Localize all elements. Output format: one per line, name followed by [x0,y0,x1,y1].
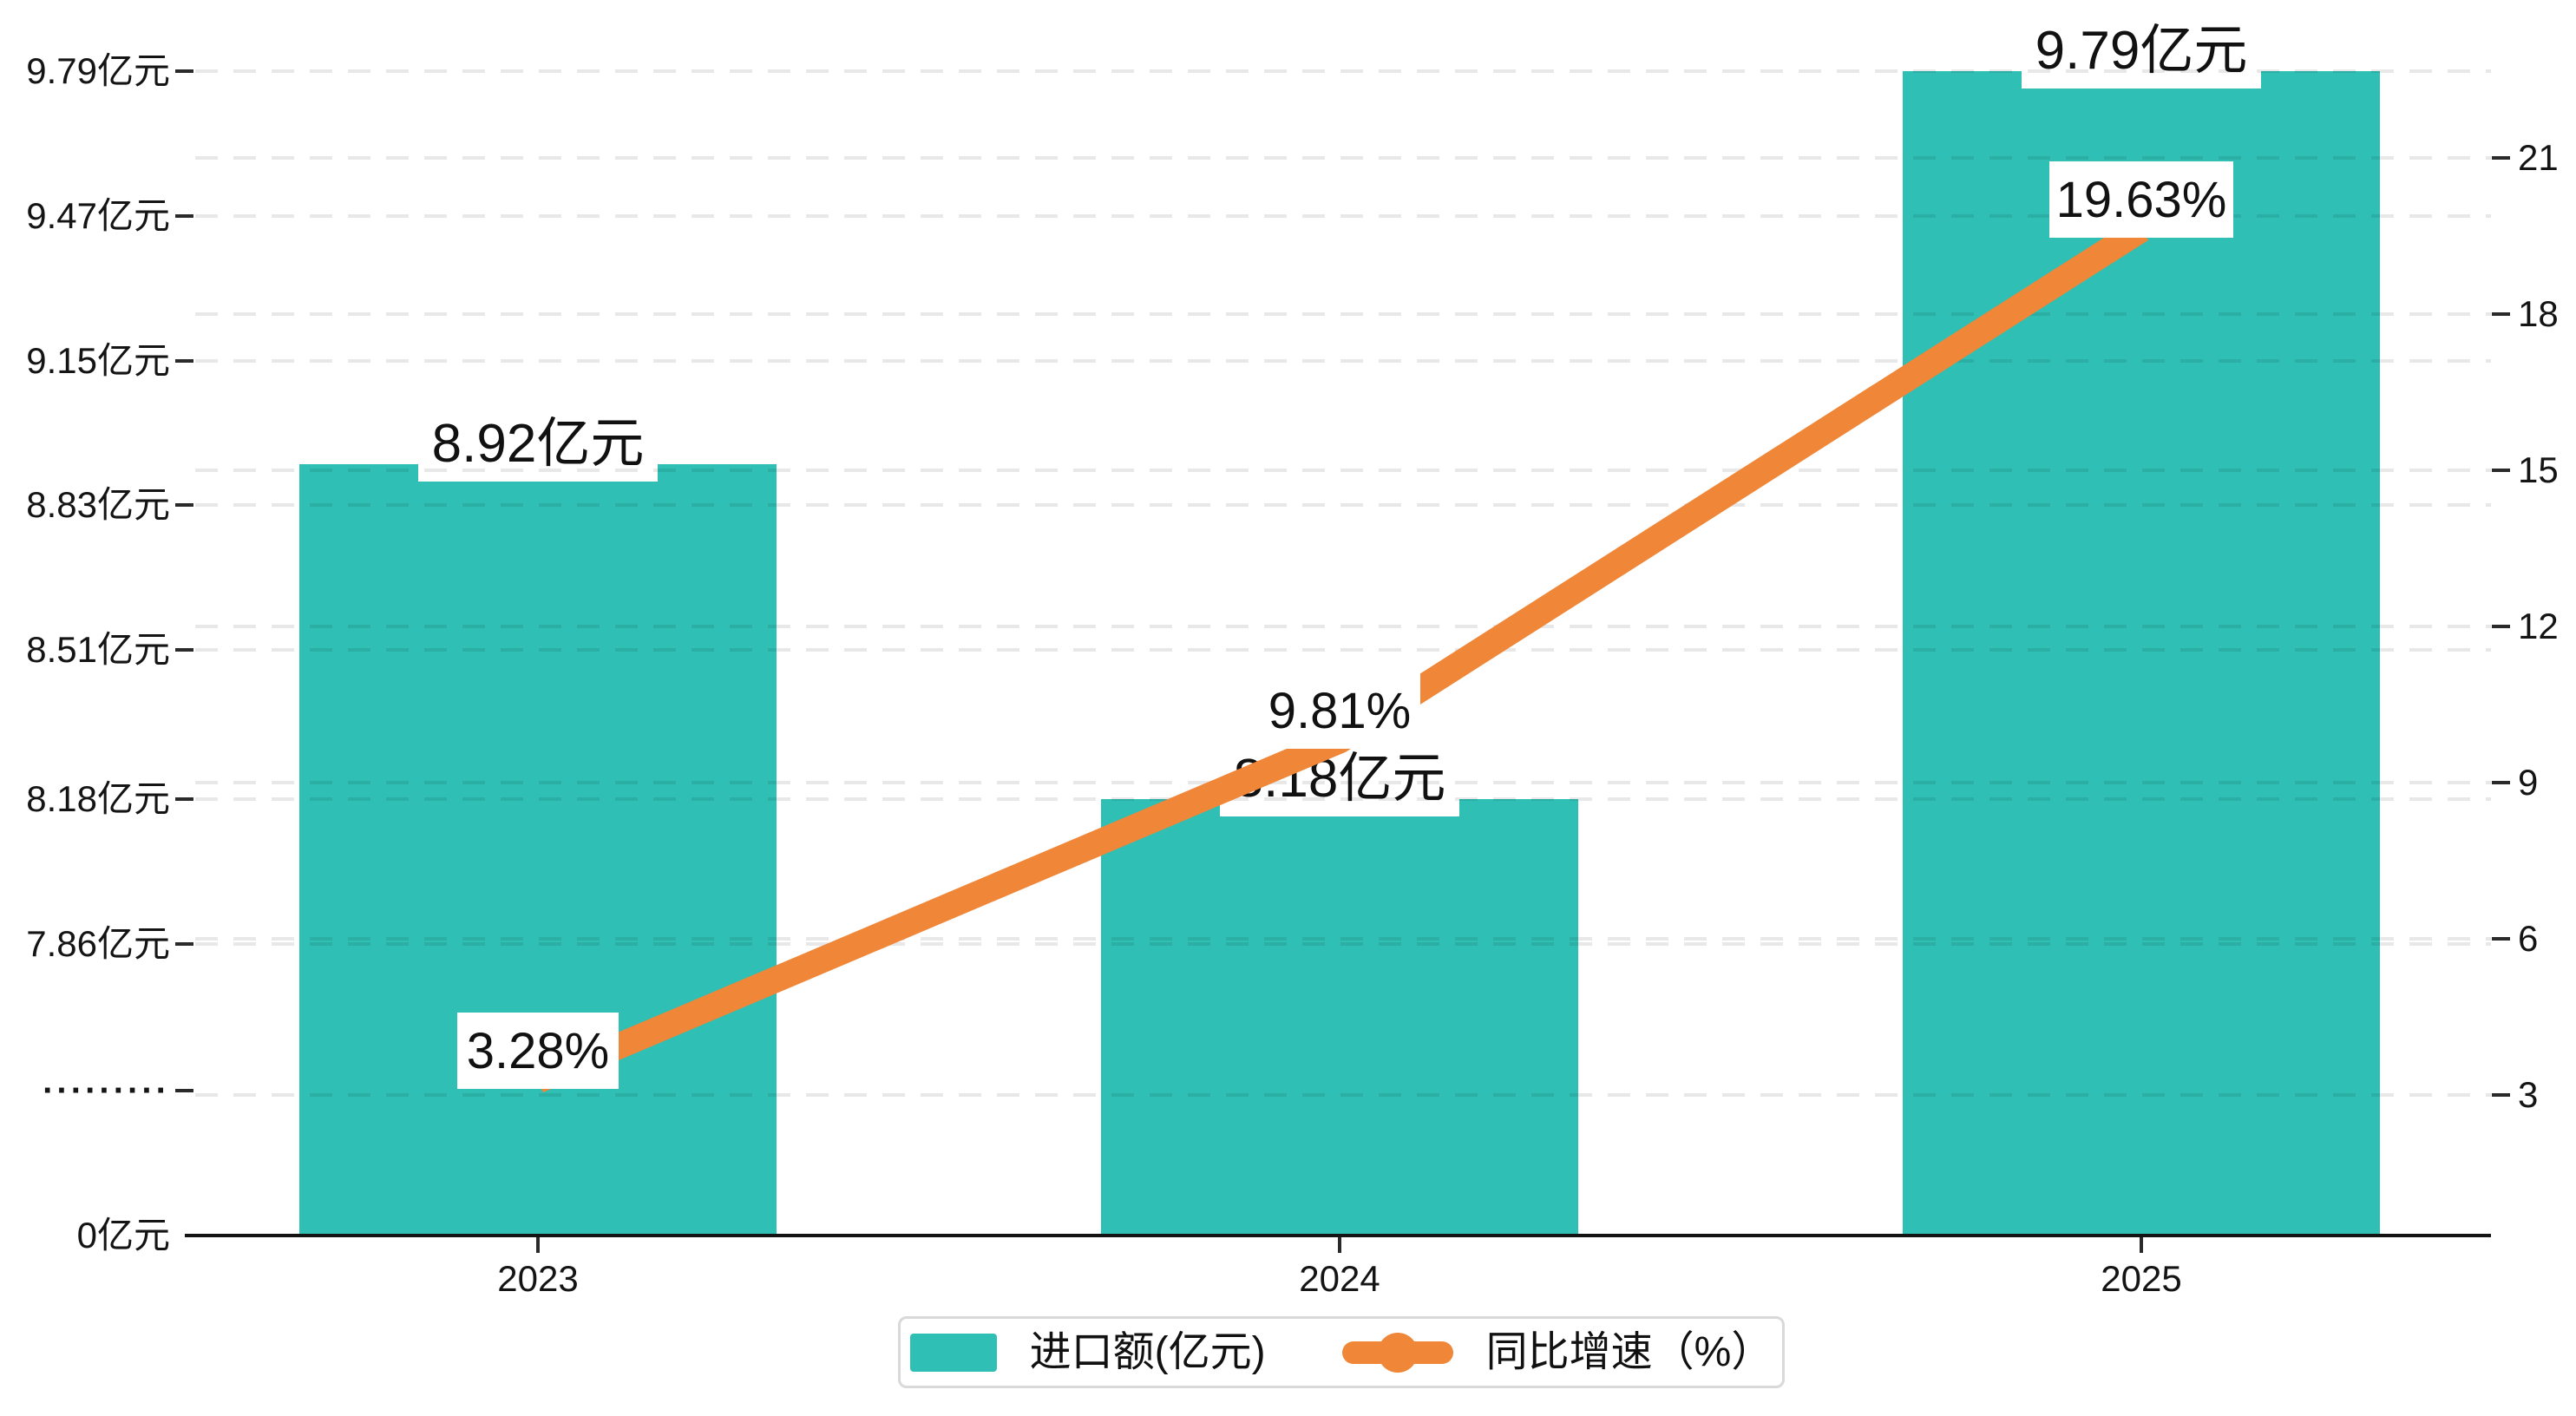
line-marker-icon [1341,1332,1453,1373]
legend-item-growth-rate[interactable]: 同比增速（%） [1341,1328,1773,1375]
left-axis-tick-4 [175,648,193,652]
right-axis-label-15: 15 [2518,449,2559,490]
gridline-right-12 [195,625,2491,628]
x-axis-tick-2024 [1338,1237,1341,1253]
right-axis-tick-21 [2492,156,2510,160]
left-axis-break-label: ········· [43,1072,170,1110]
left-axis-label-8.18亿元: 8.18亿元 [26,778,170,819]
gridline-right-6 [195,937,2491,941]
bar-value-label-2023: 8.92亿元 [418,395,658,482]
x-axis-tick-2023 [536,1237,540,1253]
gridline-left-9.15 [195,359,2491,363]
left-axis-tick-6 [175,942,193,946]
left-axis-tick-5 [175,797,193,801]
gridline-left-9.79 [195,69,2491,73]
x-axis-line [185,1234,2491,1237]
legend-label-growth-rate: 同比增速（%） [1485,1328,1773,1375]
x-axis-label-2024[interactable]: 2024 [1299,1258,1380,1299]
left-axis-label-9.15亿元: 9.15亿元 [26,340,170,381]
x-axis-tick-2025 [2140,1237,2143,1253]
bar-swatch-icon [909,1333,997,1372]
left-axis-label-7.86亿元: 7.86亿元 [26,923,170,964]
left-axis-tick-0 [175,69,193,73]
right-axis-label-6: 6 [2518,918,2539,959]
legend-label-import-amount: 进口额(亿元) [1029,1328,1266,1375]
gridline-left-7.86 [195,942,2491,946]
gridline-left-8.18 [195,797,2491,801]
x-axis-label-2023[interactable]: 2023 [497,1258,579,1299]
gridline-right-3 [195,1093,2491,1097]
right-axis-tick-12 [2492,625,2510,628]
right-axis-tick-3 [2492,1093,2510,1097]
bar-value-label-2025: 9.79亿元 [2022,2,2261,88]
line-marker-dot [1377,1332,1418,1373]
left-axis-label-8.83亿元: 8.83亿元 [26,484,170,525]
right-axis-label-18: 18 [2518,293,2559,334]
left-axis-tick-1 [175,214,193,218]
growth-label-2024: 9.81% [1259,672,1420,749]
right-axis-tick-9 [2492,781,2510,784]
gridline-left-8.83 [195,503,2491,507]
bar-2025 [1903,71,2380,1236]
left-axis-tick-2 [175,359,193,363]
legend: 进口额(亿元) 同比增速（%） [898,1316,1785,1388]
growth-line [533,218,2149,1093]
right-axis-tick-15 [2492,469,2510,472]
left-axis-label-0亿元: 0亿元 [76,1215,170,1255]
right-axis-tick-18 [2492,312,2510,316]
x-axis-label-2025[interactable]: 2025 [2101,1258,2182,1299]
bar-2023 [299,464,777,1236]
gridline-left-9.47 [195,214,2491,218]
left-axis-tick-3 [175,503,193,507]
right-axis-label-21: 21 [2518,137,2559,178]
gridline-right-9 [195,781,2491,784]
growth-label-2025: 19.63% [2049,161,2233,238]
right-axis-tick-6 [2492,937,2510,941]
right-axis-label-9: 9 [2518,762,2539,803]
left-axis-label-9.47亿元: 9.47亿元 [26,195,170,236]
bar-2024 [1101,799,1578,1236]
growth-label-2023: 3.28% [457,1013,619,1089]
gridline-right-21 [195,156,2491,160]
left-axis-tick-7 [175,1089,193,1092]
gridline-right-18 [195,312,2491,316]
left-axis-label-9.79亿元: 9.79亿元 [26,50,170,91]
gridline-left-8.51 [195,648,2491,652]
legend-item-import-amount[interactable]: 进口额(亿元) [909,1328,1266,1375]
gridline-right-15 [195,469,2491,472]
right-axis-label-3: 3 [2518,1074,2539,1115]
right-axis-label-12: 12 [2518,606,2559,646]
left-axis-label-8.51亿元: 8.51亿元 [26,629,170,670]
